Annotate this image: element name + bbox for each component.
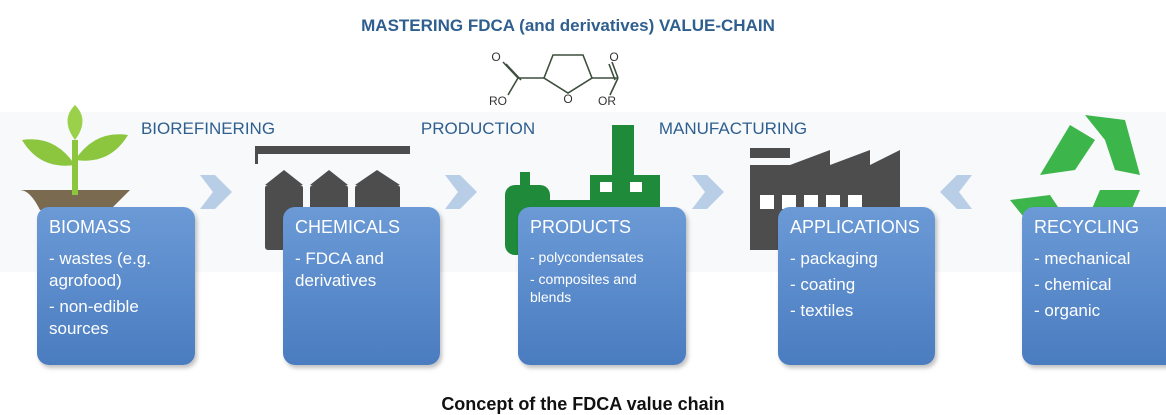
atom-label: RO [489,94,507,108]
chemical-plant-icon [255,146,410,250]
box-title: BIOMASS [49,217,132,237]
box-title: CHEMICALS [295,217,401,237]
atom-label: O [609,50,619,64]
atom-label: OR [598,94,616,108]
box-item: - chemical [1034,275,1112,294]
stage-box: CHEMICALS - FDCA and derivatives [283,207,440,365]
molecule-bonds [502,54,619,96]
box-item: - coating [790,275,856,294]
stage-label: PRODUCTION [420,119,536,138]
atom-label: O [563,92,573,106]
box-item: - composites and blends [530,271,637,305]
box-item: - packaging [790,249,878,268]
stage-label: BIOREFINERING [140,119,276,138]
box-title: PRODUCTS [530,217,632,237]
box-title: APPLICATIONS [790,217,920,237]
stage-label: MANUFACTURING [658,119,808,138]
box-item: - polycondensates [530,249,644,265]
box-item: - non-edible sources [49,297,139,338]
stage-box: APPLICATIONS - packaging - coating - textil… [778,207,935,365]
atom-label: O [491,50,501,64]
box-item: - mechanical [1034,249,1131,268]
plant-icon [20,105,130,210]
box-item: - wastes (e.g. agrofood) [49,249,152,290]
stage-box: BIOMASS - wastes (e.g. agrofood) - non-edi… [37,207,195,365]
box-item: - textiles [790,301,854,320]
title: MASTERING FDCA (and derivatives) VALUE-C… [361,16,775,35]
caption: Concept of the FDCA value chain [441,394,725,414]
stage-box: RECYCLING - mechanical - chemical - organic [1022,207,1166,365]
box-title: RECYCLING [1034,217,1140,237]
flow-arrows [200,175,972,209]
box-item: - organic [1034,301,1101,320]
stage-box: PRODUCTS - polycondensates - composites an… [518,207,686,365]
box-item: - FDCA and derivatives [295,249,384,290]
